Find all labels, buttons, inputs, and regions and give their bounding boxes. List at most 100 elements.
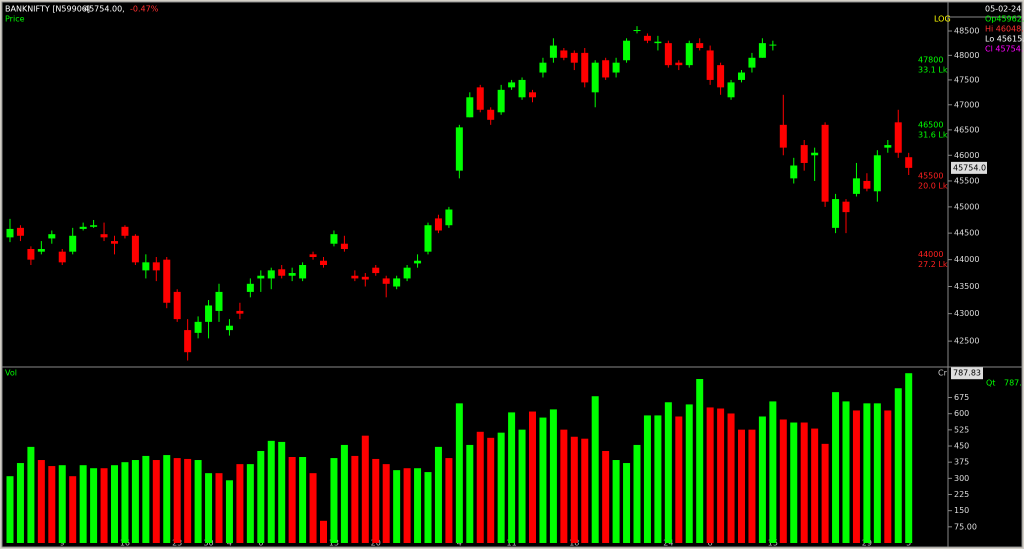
candle-body xyxy=(570,52,578,63)
candle-body xyxy=(278,269,286,276)
candle-body xyxy=(466,97,474,118)
volume-bar xyxy=(518,429,526,543)
candle-body xyxy=(497,89,505,113)
volume-bar xyxy=(320,520,327,543)
candle-body xyxy=(382,278,390,284)
annotation-volume: 33.1 Lk xyxy=(918,66,948,75)
unit-label: Cr xyxy=(938,369,948,378)
candle-body xyxy=(873,155,881,192)
volume-bar xyxy=(340,444,348,543)
volume-bar xyxy=(403,468,411,543)
volume-bar xyxy=(424,472,432,543)
candle-body xyxy=(612,62,620,73)
y-tick-label: 675 xyxy=(954,393,969,402)
volume-bar xyxy=(58,465,66,543)
volume-bar xyxy=(905,373,913,543)
candle-body xyxy=(852,178,860,194)
info-line: Hi 46048. xyxy=(985,25,1024,34)
annotation-price: 45500 xyxy=(918,171,943,180)
volume-bar xyxy=(623,463,631,543)
annotation-price: 47800 xyxy=(918,56,943,65)
volume-bar xyxy=(361,435,369,543)
candle-body xyxy=(529,92,536,98)
candle-body xyxy=(121,226,129,236)
volume-bar xyxy=(246,464,254,543)
candle-body xyxy=(811,152,819,156)
scale-label: LOG xyxy=(934,15,951,24)
volume-bar xyxy=(821,443,829,543)
y-tick-label: 46000 xyxy=(954,151,979,160)
last-price-label: 45754.0 xyxy=(953,163,986,172)
volume-bar xyxy=(37,460,45,543)
volume-bar xyxy=(372,458,380,543)
volume-bar xyxy=(434,446,442,543)
y-tick-label: 42500 xyxy=(954,337,979,346)
y-tick-label: 450 xyxy=(954,442,969,451)
candle-body xyxy=(654,41,662,44)
candle-body xyxy=(894,122,902,153)
volume-bar xyxy=(643,415,651,543)
candle-body xyxy=(769,44,777,46)
volume-bar xyxy=(811,428,819,543)
volume-bar xyxy=(455,403,463,543)
volume-bar xyxy=(205,473,213,543)
candle-body xyxy=(633,30,641,32)
volume-bar xyxy=(790,422,798,543)
candle-body xyxy=(111,241,118,244)
volume-bar xyxy=(497,432,505,543)
y-tick-label: 43000 xyxy=(954,309,979,318)
volume-bar xyxy=(539,417,547,543)
candle-body xyxy=(434,218,442,231)
candle-body xyxy=(299,265,307,279)
candle-body xyxy=(69,235,77,252)
y-tick-label: 48000 xyxy=(954,51,979,60)
candle-body xyxy=(257,275,265,279)
annotation-price: 44000 xyxy=(918,250,943,259)
volume-bar xyxy=(163,455,171,543)
y-tick-label: 75.00 xyxy=(954,522,977,531)
candle-body xyxy=(414,260,422,264)
candle-body xyxy=(706,50,714,80)
volume-bar xyxy=(299,457,307,543)
candle-body xyxy=(884,145,892,148)
candle-body xyxy=(539,62,547,73)
candle-body xyxy=(320,260,327,266)
last-volume-box xyxy=(951,367,983,380)
candle-body xyxy=(361,276,369,280)
volume-bar xyxy=(393,470,401,543)
volume-bar xyxy=(612,460,620,543)
candle-body xyxy=(832,199,840,228)
volume-bar xyxy=(351,455,359,543)
candle-body xyxy=(842,201,850,213)
symbol: BANKNIFTY [N59906] xyxy=(5,5,90,14)
info-line: Lo 45615. xyxy=(985,35,1024,44)
volume-bar xyxy=(779,419,787,543)
volume-bar xyxy=(142,455,150,543)
volume-bar xyxy=(800,422,808,543)
volume-bar xyxy=(194,460,202,543)
candle-body xyxy=(58,251,66,263)
volume-bar xyxy=(570,436,578,543)
volume-bar xyxy=(894,388,902,543)
y-tick-label: 46500 xyxy=(954,125,979,134)
y-tick-label: 44500 xyxy=(954,229,979,238)
volume-bar xyxy=(769,401,777,543)
candle-body xyxy=(518,79,526,98)
volume-bar xyxy=(173,458,181,543)
candle-body xyxy=(205,305,213,322)
candle-body xyxy=(727,82,735,98)
volume-bar xyxy=(414,468,422,543)
candle-body xyxy=(800,145,808,163)
candle-body xyxy=(184,330,192,353)
annotation-volume: 31.6 Lk xyxy=(918,130,948,139)
volume-bar xyxy=(727,413,735,543)
volume-bar xyxy=(257,450,265,543)
candle-body xyxy=(173,291,181,320)
volume-bar xyxy=(706,407,714,543)
candle-body xyxy=(48,234,56,239)
y-tick-label: 45000 xyxy=(954,202,979,211)
volume-bar xyxy=(852,410,860,543)
pane-label: Price xyxy=(5,15,25,24)
candle-body xyxy=(696,43,704,49)
